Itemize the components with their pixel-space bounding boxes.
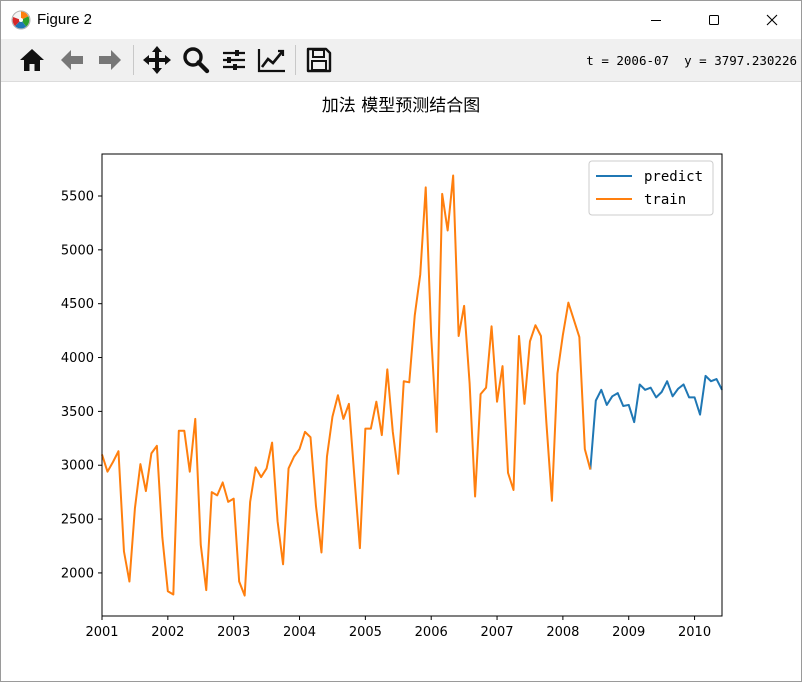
y-tick-label: 4500 [61,297,94,312]
window-title: Figure 2 [37,11,93,28]
home-icon [20,49,44,71]
x-tick-label: 2001 [85,625,118,640]
forward-button[interactable] [94,44,126,76]
y-tick-label: 5500 [61,190,94,205]
y-tick-label: 3000 [61,459,94,474]
y-tick-label: 2000 [61,566,94,581]
y-tick-label: 2500 [61,513,94,528]
minimize-icon [651,20,661,21]
move-icon [143,46,171,74]
toolbar-separator [133,45,134,75]
x-tick-label: 2003 [217,625,250,640]
back-button[interactable] [56,44,88,76]
y-tick-label: 3500 [61,405,94,420]
chart-title: 加法 模型预测结合图 [322,96,480,116]
x-tick-label: 2004 [283,625,316,640]
x-tick-label: 2006 [415,625,448,640]
title-bar: Figure 2 [1,1,801,39]
legend-box [588,160,714,216]
y-tick-label: 4000 [61,351,94,366]
edit-axis-button[interactable] [256,44,288,76]
x-tick-label: 2009 [612,625,645,640]
line-chart: 加法 模型预测结合图 2001 2002 2003 2004 2005 2006 2007 2… [61,96,723,640]
save-button[interactable] [303,44,335,76]
subplots-button[interactable] [218,44,250,76]
line-chart-icon [257,49,285,73]
x-axis: 2001 2002 2003 2004 2005 2006 2007 2008 2009 2010 [85,616,711,640]
x-tick-label: 2010 [678,625,711,640]
sliders-icon [223,50,245,70]
legend-label-predict: predict [644,169,703,185]
axes-frame [101,153,723,617]
plot-area [102,154,722,616]
x-tick-label: 2008 [546,625,579,640]
floppy-disk-icon [306,47,332,73]
magnifier-icon [183,47,210,74]
arrow-right-icon [99,50,121,70]
maximize-button[interactable] [685,1,743,39]
minimize-button[interactable] [627,1,685,39]
arrow-left-icon [61,50,83,70]
matplotlib-logo-icon [11,10,31,30]
figure-canvas[interactable]: 加法 模型预测结合图 2001 2002 2003 2004 2005 2006 2007 2… [1,82,801,681]
y-axis: 2000 2500 3000 3500 4000 4500 5000 5500 [61,190,102,581]
close-icon [766,14,778,26]
cursor-coordinates: t = 2006-07 y = 3797.230226 [586,53,797,68]
x-tick-label: 2005 [349,625,382,640]
y-tick-label: 5000 [61,243,94,258]
maximize-icon [709,15,719,25]
x-tick-label: 2002 [151,625,184,640]
series-layer [101,174,723,597]
series-line-predict [589,374,723,470]
toolbar-separator [295,45,296,75]
home-button[interactable] [16,44,48,76]
legend: predict train [588,160,714,216]
legend-label-train: train [644,192,686,208]
x-tick-label: 2007 [480,625,513,640]
zoom-button[interactable] [180,44,212,76]
pan-button[interactable] [141,44,173,76]
series-line-train [101,174,592,597]
navigation-toolbar: t = 2006-07 y = 3797.230226 [1,39,801,82]
close-button[interactable] [743,1,801,39]
